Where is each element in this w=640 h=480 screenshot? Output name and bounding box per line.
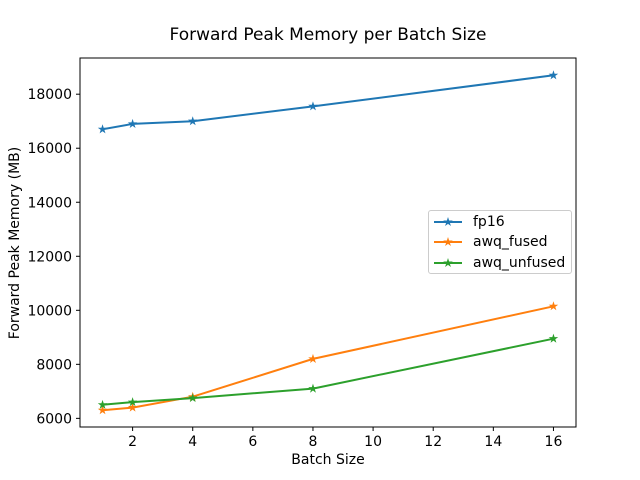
y-tick-label: 16000 <box>27 141 72 157</box>
data-point-marker-awq_fused <box>97 405 108 415</box>
x-axis-label: Batch Size <box>291 452 365 468</box>
x-tick-label: 8 <box>309 434 318 450</box>
legend-label-fp16: fp16 <box>473 214 505 231</box>
x-tick-label: 12 <box>424 434 442 450</box>
legend-sample-marker <box>443 237 453 247</box>
y-tick-label: 10000 <box>27 303 72 319</box>
x-tick-label: 6 <box>248 434 257 450</box>
data-point-marker-awq_unfused <box>308 383 318 393</box>
x-tick-label: 14 <box>484 434 502 450</box>
data-point-marker-awq_fused <box>127 402 138 412</box>
y-tick-label: 8000 <box>36 357 72 373</box>
legend-item-awq_unfused: awq_unfused <box>433 253 565 273</box>
legend-label-awq_unfused: awq_unfused <box>473 254 566 271</box>
data-point-marker-fp16 <box>308 101 318 111</box>
series-line-awq_unfused <box>101 337 555 406</box>
series-line-awq_fused <box>101 305 555 412</box>
y-axis-label: Forward Peak Memory (MB) <box>7 146 23 340</box>
plot-border <box>79 57 577 428</box>
legend-sample-marker <box>443 257 453 267</box>
data-point-marker-awq_unfused <box>97 399 108 409</box>
legend-line-sample-icon <box>434 257 462 267</box>
y-tick-label: 6000 <box>36 411 72 427</box>
chart-title: Forward Peak Memory per Batch Size <box>169 25 487 45</box>
data-point-marker-fp16 <box>127 118 138 128</box>
series-line-fp16 <box>101 74 555 131</box>
legend-sample-marker <box>443 217 453 227</box>
data-point-marker-fp16 <box>97 124 108 134</box>
legend-item-fp16: fp16 <box>433 212 565 232</box>
data-point-marker-awq_unfused <box>548 333 559 343</box>
y-tick-label: 14000 <box>27 195 72 211</box>
legend-line-sample-icon <box>434 217 462 227</box>
data-point-marker-awq_fused <box>548 301 559 311</box>
data-point-marker-awq_fused <box>308 353 318 363</box>
data-point-marker-awq_unfused <box>187 393 198 403</box>
legend-line-sample-icon <box>434 237 462 247</box>
y-tick-label: 18000 <box>27 87 72 103</box>
y-tick-label: 12000 <box>27 249 72 265</box>
data-point-marker-fp16 <box>548 70 559 80</box>
x-tick-label: 16 <box>545 434 563 450</box>
x-tick-label: 4 <box>188 434 197 450</box>
legend-item-awq_fused: awq_fused <box>433 232 565 252</box>
x-tick-label: 2 <box>128 434 137 450</box>
x-tick-label: 10 <box>364 434 382 450</box>
data-point-marker-fp16 <box>187 116 198 126</box>
legend: fp16 awq_fused awq_unfused <box>428 210 572 274</box>
data-point-marker-awq_unfused <box>127 397 138 407</box>
legend-label-awq_fused: awq_fused <box>473 234 548 251</box>
